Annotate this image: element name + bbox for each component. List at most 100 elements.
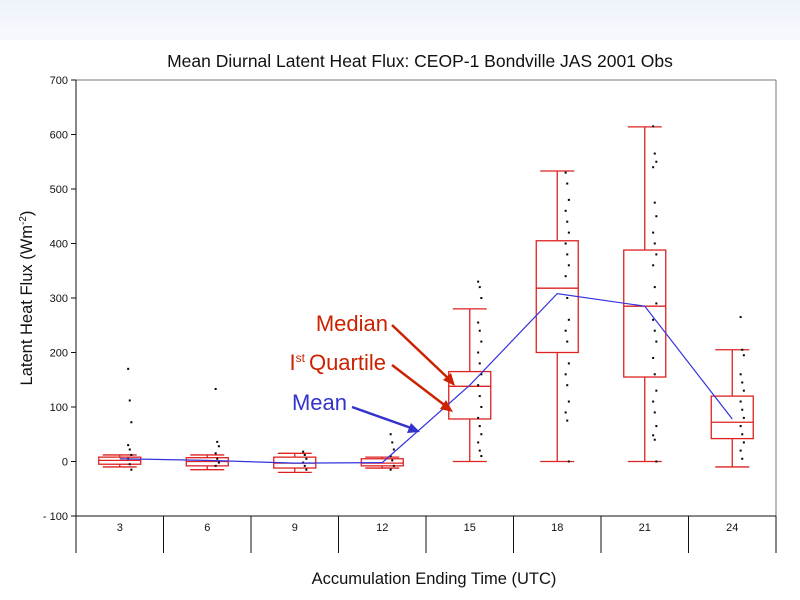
box-24 xyxy=(710,349,754,468)
x-tick-label: 3 xyxy=(117,522,123,534)
data-point xyxy=(127,367,130,370)
data-point xyxy=(478,286,481,289)
data-point xyxy=(564,329,567,332)
data-point xyxy=(655,340,658,343)
data-point xyxy=(566,340,569,343)
data-point xyxy=(130,453,133,456)
data-point xyxy=(477,384,480,387)
y-tick-label: 600 xyxy=(50,130,68,142)
data-point xyxy=(653,438,656,441)
quartile-arrowhead xyxy=(440,400,453,412)
mean-arrow xyxy=(351,405,415,431)
data-point xyxy=(567,264,570,267)
x-ticks: 3 6 9 12 15 18 21 24 xyxy=(117,516,777,553)
data-point xyxy=(480,433,483,436)
y-tick-label: - 100 xyxy=(43,511,68,523)
data-point xyxy=(564,171,567,174)
data-point xyxy=(478,449,481,452)
x-tick-label: 12 xyxy=(376,522,388,534)
outlier-points xyxy=(127,125,745,471)
data-point xyxy=(564,275,567,278)
data-point xyxy=(652,264,655,267)
data-point xyxy=(741,457,744,460)
data-point xyxy=(653,373,656,376)
data-point xyxy=(389,433,392,436)
data-point xyxy=(478,395,481,398)
median-arrowhead xyxy=(443,373,455,386)
data-point xyxy=(564,242,567,245)
data-point xyxy=(741,381,744,384)
box-12 xyxy=(360,456,404,469)
data-point xyxy=(214,452,217,455)
data-point xyxy=(478,425,481,428)
data-point xyxy=(742,389,745,392)
data-point xyxy=(480,406,483,408)
y-tick-label: 300 xyxy=(50,293,68,305)
data-point xyxy=(477,416,480,419)
mean-line xyxy=(119,293,733,464)
data-point xyxy=(655,160,658,163)
data-point xyxy=(392,464,395,467)
data-point xyxy=(653,411,656,414)
y-axis-title: Latent Heat Flux (Wm-2) xyxy=(18,211,36,386)
data-point xyxy=(478,329,481,332)
data-point xyxy=(566,419,569,422)
box-18 xyxy=(535,170,579,463)
data-point xyxy=(216,457,219,460)
data-point xyxy=(480,340,483,343)
data-point xyxy=(739,400,742,403)
median-annotation: Median xyxy=(316,311,388,336)
y-ticks: - 100 0 100 200 300 400 500 600 700 xyxy=(43,75,76,523)
data-point xyxy=(303,453,306,456)
data-point xyxy=(214,464,217,467)
data-point xyxy=(742,416,745,419)
quartile-annotation: Ist Quartile xyxy=(289,350,386,375)
data-point xyxy=(567,231,570,234)
data-point xyxy=(305,457,308,460)
data-point xyxy=(130,421,133,424)
x-tick-label: 6 xyxy=(204,522,210,534)
data-point xyxy=(567,362,570,365)
data-point xyxy=(566,297,569,299)
box-21 xyxy=(623,126,667,463)
data-point xyxy=(130,468,133,471)
x-tick-label: 18 xyxy=(551,522,563,534)
data-point xyxy=(217,445,220,448)
x-tick-label: 15 xyxy=(464,522,476,534)
data-point xyxy=(216,440,219,443)
data-point xyxy=(653,242,656,245)
data-point xyxy=(127,444,130,447)
boxes xyxy=(98,126,754,474)
data-point xyxy=(655,425,658,428)
data-point xyxy=(303,464,306,467)
data-point xyxy=(653,329,656,332)
median-arrow xyxy=(391,324,451,381)
data-point xyxy=(391,441,394,444)
data-point xyxy=(392,448,395,451)
data-point xyxy=(564,209,567,212)
data-point xyxy=(653,201,656,204)
data-point xyxy=(742,354,745,357)
data-point xyxy=(567,460,570,463)
data-point xyxy=(652,125,655,128)
y-tick-label: 700 xyxy=(50,75,68,87)
data-point xyxy=(566,220,569,223)
data-point xyxy=(214,388,217,391)
data-point xyxy=(389,455,392,458)
quartile-box xyxy=(710,395,754,440)
data-point xyxy=(652,356,655,359)
y-tick-label: 0 xyxy=(62,457,68,469)
data-point xyxy=(478,362,481,365)
data-point xyxy=(655,253,658,256)
data-point xyxy=(305,468,308,471)
data-point xyxy=(567,198,570,201)
data-point xyxy=(652,434,655,437)
data-point xyxy=(302,450,305,453)
data-point xyxy=(655,389,658,392)
data-point xyxy=(477,321,480,324)
mean-line-group xyxy=(119,293,733,464)
x-tick-label: 24 xyxy=(726,522,738,534)
y-tick-label: 100 xyxy=(50,402,68,414)
plot-frame xyxy=(75,79,777,553)
